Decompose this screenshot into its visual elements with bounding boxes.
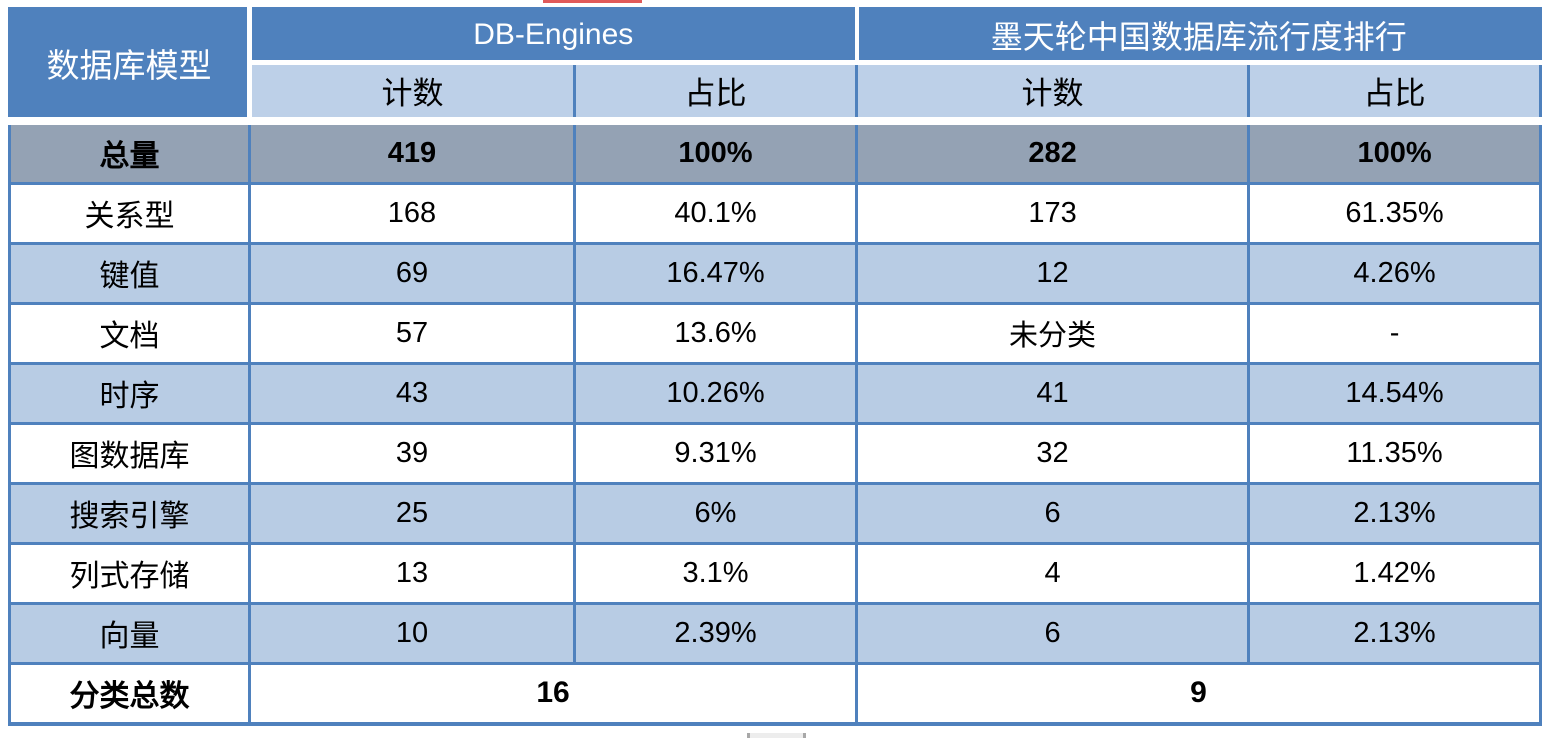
table-row: 关系型 168 40.1% 173 61.35% bbox=[8, 181, 1543, 245]
value-cell: 6% bbox=[572, 481, 859, 545]
table-row: 向量 10 2.39% 6 2.13% bbox=[8, 601, 1543, 665]
table-row: 列式存储 13 3.1% 4 1.42% bbox=[8, 541, 1543, 605]
value-cell: 2.13% bbox=[1247, 481, 1543, 545]
group-header-row: 数据库模型 DB-Engines 墨天轮中国数据库流行度排行 bbox=[9, 8, 1541, 121]
database-model-comparison-table: 数据库模型 DB-Engines 墨天轮中国数据库流行度排行 计数 占比 计数 … bbox=[8, 7, 1543, 726]
row-label-cell: 向量 bbox=[8, 601, 251, 665]
value-cell: 57 bbox=[248, 301, 576, 365]
value-cell: 6 bbox=[855, 601, 1251, 665]
value-cell: 1.42% bbox=[1247, 541, 1543, 605]
table-row: 图数据库 39 9.31% 32 11.35% bbox=[8, 421, 1543, 485]
value-cell: 173 bbox=[855, 181, 1251, 245]
value-cell: 168 bbox=[248, 181, 576, 245]
footer-db-total-cell: 16 bbox=[247, 661, 859, 726]
clipped-scrollbar-artifact bbox=[747, 733, 806, 738]
subheader-mt-count: 计数 bbox=[855, 62, 1251, 122]
value-cell: 10.26% bbox=[572, 361, 859, 425]
row-label-cell: 文档 bbox=[8, 301, 251, 365]
row-label-cell: 总量 bbox=[8, 116, 251, 185]
row-label-cell: 关系型 bbox=[8, 181, 251, 245]
value-cell: 6 bbox=[855, 481, 1251, 545]
value-cell: 419 bbox=[248, 116, 576, 185]
row-label-cell: 搜索引擎 bbox=[8, 481, 251, 545]
value-cell: 11.35% bbox=[1247, 421, 1543, 485]
value-cell: 4 bbox=[855, 541, 1251, 605]
value-cell: 43 bbox=[248, 361, 576, 425]
group-header-db-engines: DB-Engines bbox=[249, 8, 859, 65]
value-cell: 2.39% bbox=[572, 601, 859, 665]
value-cell: 4.26% bbox=[1247, 241, 1543, 305]
footer-row: 分类总数 16 9 bbox=[8, 661, 1543, 726]
subheader-db-count: 计数 bbox=[248, 62, 576, 122]
value-cell: 未分类 bbox=[855, 301, 1251, 365]
value-cell: 14.54% bbox=[1247, 361, 1543, 425]
value-cell: 69 bbox=[248, 241, 576, 305]
total-row: 总量 419 100% 282 100% bbox=[8, 116, 1543, 185]
value-cell: 39 bbox=[248, 421, 576, 485]
group-header-motianlun: 墨天轮中国数据库流行度排行 bbox=[856, 8, 1541, 65]
subheader-row: 计数 占比 计数 占比 bbox=[10, 62, 1543, 122]
value-cell: 13 bbox=[248, 541, 576, 605]
row-label-cell: 键值 bbox=[8, 241, 251, 305]
value-cell: 2.13% bbox=[1247, 601, 1543, 665]
value-cell: 25 bbox=[248, 481, 576, 545]
value-cell: 100% bbox=[1247, 116, 1543, 185]
row-label-cell: 时序 bbox=[8, 361, 251, 425]
value-cell: 9.31% bbox=[572, 421, 859, 485]
value-cell: 16.47% bbox=[572, 241, 859, 305]
value-cell: - bbox=[1247, 301, 1543, 365]
corner-header-cell: 数据库模型 bbox=[9, 8, 252, 121]
value-cell: 12 bbox=[855, 241, 1251, 305]
value-cell: 41 bbox=[855, 361, 1251, 425]
footer-label-cell: 分类总数 bbox=[8, 661, 251, 726]
footer-mt-total-cell: 9 bbox=[855, 661, 1543, 726]
value-cell: 13.6% bbox=[572, 301, 859, 365]
value-cell: 100% bbox=[572, 116, 859, 185]
value-cell: 282 bbox=[855, 116, 1251, 185]
table-row: 键值 69 16.47% 12 4.26% bbox=[8, 241, 1543, 305]
table-row: 搜索引擎 25 6% 6 2.13% bbox=[8, 481, 1543, 545]
value-cell: 3.1% bbox=[572, 541, 859, 605]
value-cell: 61.35% bbox=[1247, 181, 1543, 245]
clipped-red-text-artifact bbox=[543, 0, 642, 3]
value-cell: 10 bbox=[248, 601, 576, 665]
table-row: 文档 57 13.6% 未分类 - bbox=[8, 301, 1543, 365]
table-row: 时序 43 10.26% 41 14.54% bbox=[8, 361, 1543, 425]
subheader-db-share: 占比 bbox=[572, 62, 859, 122]
row-label-cell: 图数据库 bbox=[8, 421, 251, 485]
subheader-mt-share: 占比 bbox=[1247, 62, 1543, 122]
value-cell: 32 bbox=[855, 421, 1251, 485]
value-cell: 40.1% bbox=[572, 181, 859, 245]
row-label-cell: 列式存储 bbox=[8, 541, 251, 605]
